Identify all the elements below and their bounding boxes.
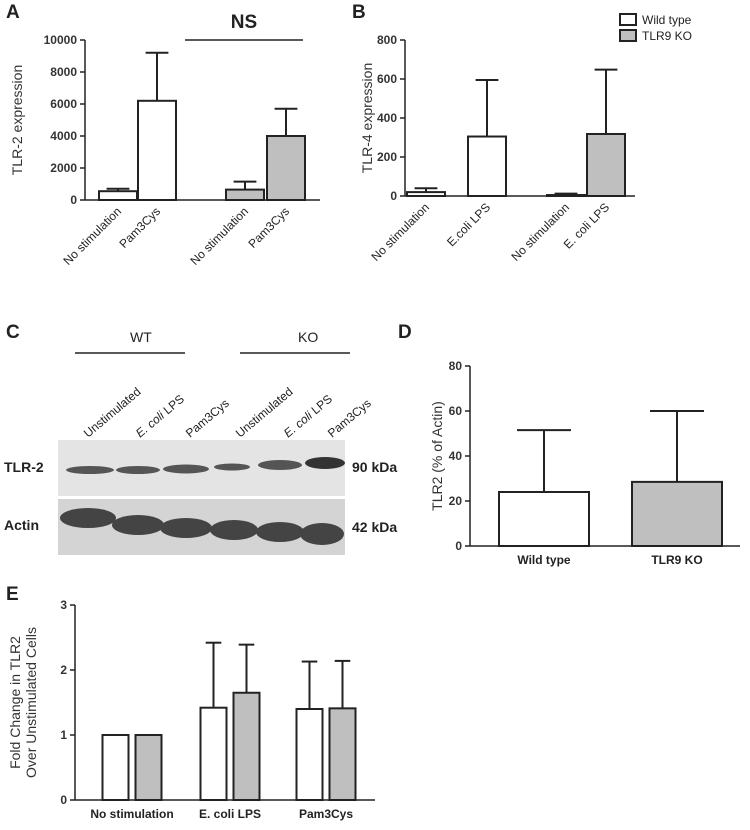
size-label: 90 kDa <box>352 459 397 475</box>
panel-label: A <box>6 2 20 23</box>
y-tick-label: 8000 <box>50 65 77 79</box>
band <box>66 466 114 474</box>
y-axis-label: TLR2 (% of Actin) <box>429 401 445 511</box>
bar <box>101 734 130 801</box>
bar <box>199 706 228 802</box>
lane-label-part: LPS <box>158 392 187 419</box>
legend-swatch <box>619 29 637 42</box>
bar <box>498 491 590 547</box>
lane-label: Pam3Cys <box>183 396 232 440</box>
y-tick-label: 0 <box>455 539 462 553</box>
bar <box>406 191 446 198</box>
band <box>112 515 164 535</box>
bar <box>232 691 261 801</box>
y-tick-label: 0 <box>70 193 77 207</box>
group-label: KO <box>298 329 318 345</box>
y-tick-label: 60 <box>449 404 463 418</box>
bar <box>586 132 626 198</box>
y-axis-label: TLR-2 expression <box>9 65 25 176</box>
y-tick-label: 40 <box>449 449 463 463</box>
annotation: NS <box>231 12 257 33</box>
y-axis-label: Over Unstimulated Cells <box>23 627 39 778</box>
y-tick-label: 6000 <box>50 97 77 111</box>
x-tick-label: Wild type <box>517 553 571 567</box>
legend-label: Wild type <box>642 13 692 27</box>
band <box>214 463 250 471</box>
bands <box>66 457 345 474</box>
bar <box>137 99 177 201</box>
y-tick-label: 4000 <box>50 129 77 143</box>
bar <box>134 734 163 801</box>
panel-label: B <box>352 2 366 23</box>
panel-label: C <box>6 322 20 343</box>
y-tick-label: 600 <box>377 72 397 86</box>
group-label: WT <box>130 329 152 345</box>
band <box>256 522 304 542</box>
x-tick-label: No stimulation <box>60 204 124 268</box>
bar <box>328 707 357 801</box>
band <box>163 464 209 474</box>
bar <box>546 194 586 197</box>
x-tick-label: Pam3Cys <box>116 204 163 251</box>
x-tick-label: No stimulation <box>187 204 251 268</box>
lane-label-part: LPS <box>306 392 335 419</box>
y-tick-label: 800 <box>377 33 397 47</box>
y-tick-label: 10000 <box>44 33 78 47</box>
bar <box>225 188 265 202</box>
y-tick-label: 20 <box>449 494 463 508</box>
y-tick-label: 0 <box>60 793 67 807</box>
row-label: Actin <box>4 517 39 533</box>
x-tick-label: No stimulation <box>508 200 572 264</box>
band <box>258 460 302 470</box>
size-label: 42 kDa <box>352 519 397 535</box>
panel-label: D <box>398 322 412 343</box>
band <box>305 457 345 469</box>
x-tick-label: Pam3Cys <box>299 807 353 821</box>
bar <box>467 135 507 197</box>
y-tick-label: 400 <box>377 111 397 125</box>
row-label: TLR-2 <box>4 459 44 475</box>
y-tick-label: 2000 <box>50 161 77 175</box>
x-tick-label: No stimulation <box>368 200 432 264</box>
legend-label: TLR9 KO <box>642 29 692 43</box>
band <box>300 523 344 545</box>
band <box>116 466 160 474</box>
lane-label: E. coli LPS <box>133 392 187 440</box>
x-tick-label: E. coli LPS <box>199 807 261 821</box>
x-tick-label: No stimulation <box>90 807 173 821</box>
lane-label-part: Pam3Cys <box>183 396 232 440</box>
y-tick-label: 200 <box>377 150 397 164</box>
legend-swatch <box>619 13 637 26</box>
blot <box>58 440 345 555</box>
bands <box>60 508 344 545</box>
bar <box>98 190 138 201</box>
y-axis-label: TLR-4 expression <box>359 63 375 174</box>
bar <box>295 708 324 801</box>
y-tick-label: 1 <box>60 728 67 742</box>
band <box>210 520 258 540</box>
x-tick-label: TLR9 KO <box>651 553 702 567</box>
y-tick-label: 80 <box>449 359 463 373</box>
x-tick-label: Pam3Cys <box>245 204 292 251</box>
panel-label: E <box>6 584 19 605</box>
bar <box>631 480 723 547</box>
y-tick-label: 3 <box>60 598 67 612</box>
y-tick-label: 2 <box>60 663 67 677</box>
y-tick-label: 0 <box>390 189 397 203</box>
band <box>60 508 116 528</box>
band <box>160 518 212 538</box>
x-tick-label: E.coli LPS <box>444 200 493 249</box>
bar <box>266 135 306 201</box>
y-axis-label: Fold Change in TLR2 <box>7 636 23 769</box>
